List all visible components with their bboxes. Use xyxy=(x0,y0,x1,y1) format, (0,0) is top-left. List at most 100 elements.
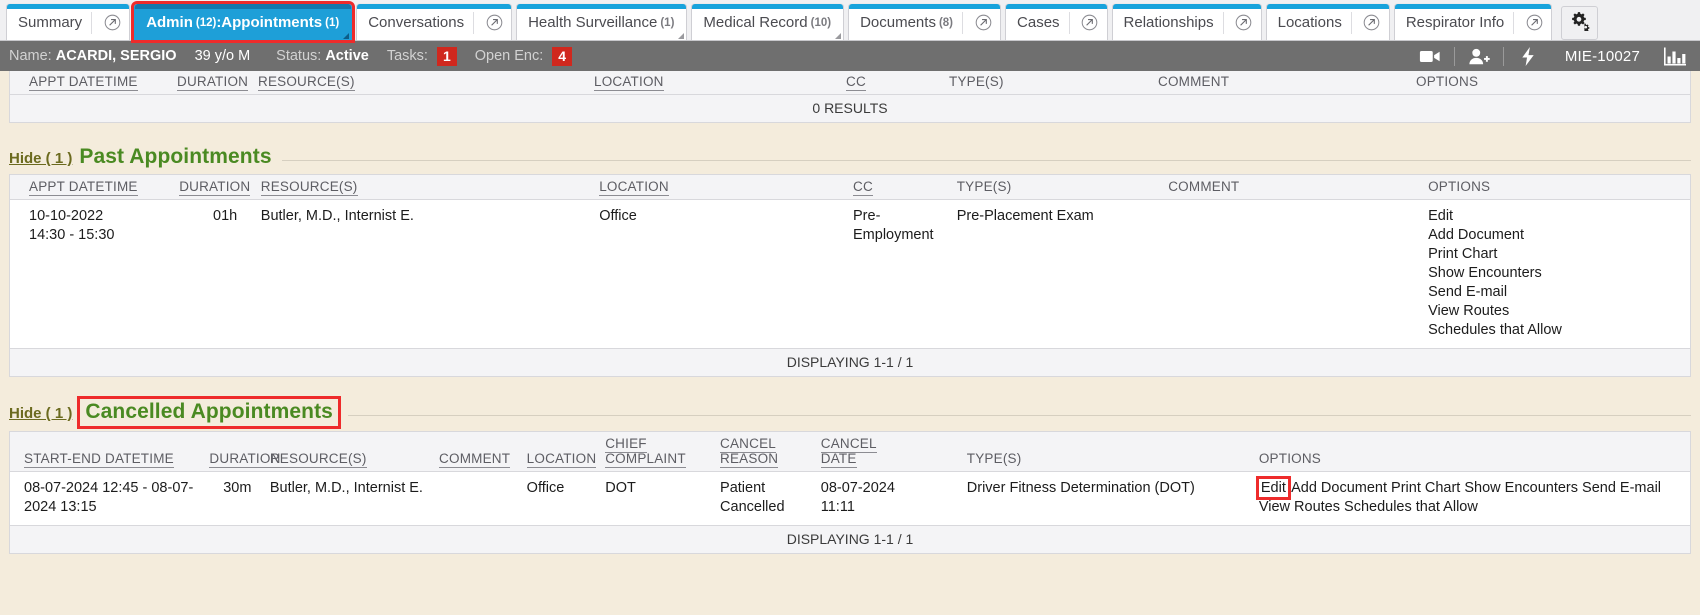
column-header-comment: COMMENT xyxy=(1168,175,1429,200)
appointments-content: APPT DATETIME DURATION RESOURCE(S) LOCAT… xyxy=(0,71,1700,615)
past-appointments-heading: Hide ( 1 ) Past Appointments xyxy=(0,145,1700,169)
cell-appt-datetime: 10-10-2022 14:30 - 15:30 xyxy=(10,200,179,349)
add-user-icon[interactable] xyxy=(1455,47,1503,66)
cancelled-appointments-title: Cancelled Appointments xyxy=(77,396,341,429)
tab-relationships[interactable]: Relationships xyxy=(1111,4,1262,40)
cell-comment xyxy=(439,472,527,526)
cell-duration: 30m xyxy=(209,472,269,526)
external-link-icon[interactable] xyxy=(1513,11,1545,34)
column-header-appt-datetime[interactable]: APPT DATETIME xyxy=(10,175,180,200)
cancelled-appointments-heading: Hide ( 1 ) Cancelled Appointments xyxy=(0,396,1700,429)
column-header-types: TYPE(S) xyxy=(966,432,1259,472)
column-header-location[interactable]: LOCATION xyxy=(594,74,664,91)
option-send-email[interactable]: Send E-mail xyxy=(1428,284,1508,300)
tab-label: Summary xyxy=(18,14,83,31)
option-edit[interactable]: Edit xyxy=(1255,476,1291,500)
video-camera-icon[interactable] xyxy=(1406,47,1454,66)
tab-locations[interactable]: Locations xyxy=(1265,4,1390,40)
hide-past-appointments-link[interactable]: Hide ( 1 ) xyxy=(9,150,73,167)
option-print-chart[interactable]: Print Chart xyxy=(1428,246,1498,262)
tab-summary[interactable]: Summary xyxy=(6,4,131,40)
tab-bar: Summary Admin (12) :Appointments (1) Con… xyxy=(0,0,1700,43)
bar-chart-icon[interactable] xyxy=(1651,47,1692,66)
tab-count: (12) xyxy=(195,16,217,29)
column-header-chief-complaint[interactable]: CHIEF COMPLAINT xyxy=(605,432,721,472)
status-value: Active xyxy=(325,48,369,64)
option-show-encounters[interactable]: Show Encounters xyxy=(1428,265,1542,281)
column-header-appt-datetime[interactable]: APPT DATETIME xyxy=(29,74,138,91)
column-header-types: TYPE(S) xyxy=(949,74,1004,89)
column-header-location[interactable]: LOCATION xyxy=(599,175,853,200)
external-link-icon[interactable] xyxy=(91,11,123,34)
patient-name-block: Name: ACARDI, SERGIO xyxy=(9,48,177,64)
column-header-resources[interactable]: RESOURCE(S) xyxy=(258,74,355,91)
patient-name-value: ACARDI, SERGIO xyxy=(55,48,177,64)
column-header-comment[interactable]: COMMENT xyxy=(439,432,527,472)
past-header-row: APPT DATETIME DURATION RESOURCE(S) LOCAT… xyxy=(10,175,1690,200)
option-add-document[interactable]: Add Document xyxy=(1428,227,1524,243)
patient-id: MIE-10027 xyxy=(1564,47,1640,65)
tab-documents[interactable]: Documents (8) xyxy=(848,4,1002,40)
column-header-comment: COMMENT xyxy=(1158,74,1230,89)
tab-label: Documents xyxy=(860,14,936,31)
column-header-location[interactable]: LOCATION xyxy=(526,432,606,472)
column-header-cc[interactable]: CC xyxy=(853,175,957,200)
banner-divider xyxy=(1502,46,1504,66)
external-link-icon[interactable] xyxy=(1068,11,1101,34)
column-header-options: OPTIONS xyxy=(1258,432,1690,472)
column-header-duration[interactable]: DURATION xyxy=(177,74,249,91)
tab-resize-corner-icon[interactable] xyxy=(343,33,350,39)
cell-location: Office xyxy=(526,480,565,496)
open-enc-badge[interactable]: 4 xyxy=(552,46,573,66)
tab-cases[interactable]: Cases xyxy=(1005,4,1108,40)
external-link-icon[interactable] xyxy=(1222,11,1255,34)
column-header-duration[interactable]: DURATION xyxy=(179,175,261,200)
column-header-options: OPTIONS xyxy=(1428,175,1690,200)
column-header-cc[interactable]: CC xyxy=(846,74,866,91)
column-header-cancel-date[interactable]: CANCEL DATE xyxy=(820,432,967,472)
cell-cc: Pre-Employment xyxy=(853,208,934,243)
duration-value: 30m xyxy=(223,480,252,496)
patient-status-block: Status: Active xyxy=(276,48,369,64)
tab-medical-record[interactable]: Medical Record (10) xyxy=(691,4,845,40)
heading-rule xyxy=(347,415,1691,416)
external-link-icon[interactable] xyxy=(962,11,994,34)
column-header-duration[interactable]: DURATION xyxy=(209,432,281,472)
lightning-bolt-icon[interactable] xyxy=(1504,46,1552,66)
past-appointments-table: APPT DATETIME DURATION RESOURCE(S) LOCAT… xyxy=(10,175,1690,348)
settings-gears-button[interactable] xyxy=(1561,6,1599,40)
option-schedules-that-allow[interactable]: Schedules that Allow xyxy=(1428,322,1562,338)
cancelled-appointments-panel: START-END DATETIME DURATION RESOURCE(S) … xyxy=(9,431,1691,554)
tab-suffix-count: (1) xyxy=(325,16,340,29)
column-header-resources[interactable]: RESOURCE(S) xyxy=(260,175,600,200)
tab-conversations[interactable]: Conversations xyxy=(356,4,513,40)
tasks-block[interactable]: Tasks: 1 xyxy=(387,46,457,66)
external-link-icon[interactable] xyxy=(473,11,505,34)
tab-label: Conversations xyxy=(368,14,465,31)
tasks-badge[interactable]: 1 xyxy=(436,46,457,66)
option-edit[interactable]: Edit xyxy=(1428,208,1454,224)
past-appointments-footer: DISPLAYING 1-1 / 1 xyxy=(10,348,1690,376)
open-enc-label: Open Enc: xyxy=(474,48,544,64)
tab-respirator-info[interactable]: Respirator Info xyxy=(1393,4,1553,40)
tab-health-surveillance[interactable]: Health Surveillance (1) xyxy=(516,4,688,40)
cell-resources: Butler, M.D., Internist E. xyxy=(269,480,423,496)
tab-label: Cases xyxy=(1017,14,1060,31)
cell-options: Edit Add Document Print Chart Show Encou… xyxy=(1255,472,1690,526)
tab-admin-appointments[interactable]: Admin (12) :Appointments (1) xyxy=(131,1,356,43)
option-list-rest[interactable]: Add Document Print Chart Show Encounters… xyxy=(1258,480,1662,515)
option-view-routes[interactable]: View Routes xyxy=(1428,303,1510,319)
cell-cancel-date: 08-07-2024 11:11 xyxy=(821,472,967,526)
cell-start-end-datetime: 08-07-2024 12:45 - 08-07-2024 13:15 xyxy=(24,480,194,515)
hide-cancelled-appointments-link[interactable]: Hide ( 1 ) xyxy=(9,405,73,422)
open-encounters-block[interactable]: Open Enc: 4 xyxy=(474,46,573,66)
cell-comment xyxy=(1168,200,1428,349)
tab-label: Health Surveillance xyxy=(528,14,658,31)
past-appointments-panel: APPT DATETIME DURATION RESOURCE(S) LOCAT… xyxy=(9,174,1691,377)
column-header-resources[interactable]: RESOURCE(S) xyxy=(269,432,440,472)
column-header-cancel-reason[interactable]: CANCEL REASON xyxy=(720,432,821,472)
column-header-start-end-datetime[interactable]: START-END DATETIME xyxy=(10,432,210,472)
tab-resize-corner-icon[interactable] xyxy=(678,33,685,39)
tab-resize-corner-icon[interactable] xyxy=(835,33,842,39)
external-link-icon[interactable] xyxy=(1350,11,1383,34)
